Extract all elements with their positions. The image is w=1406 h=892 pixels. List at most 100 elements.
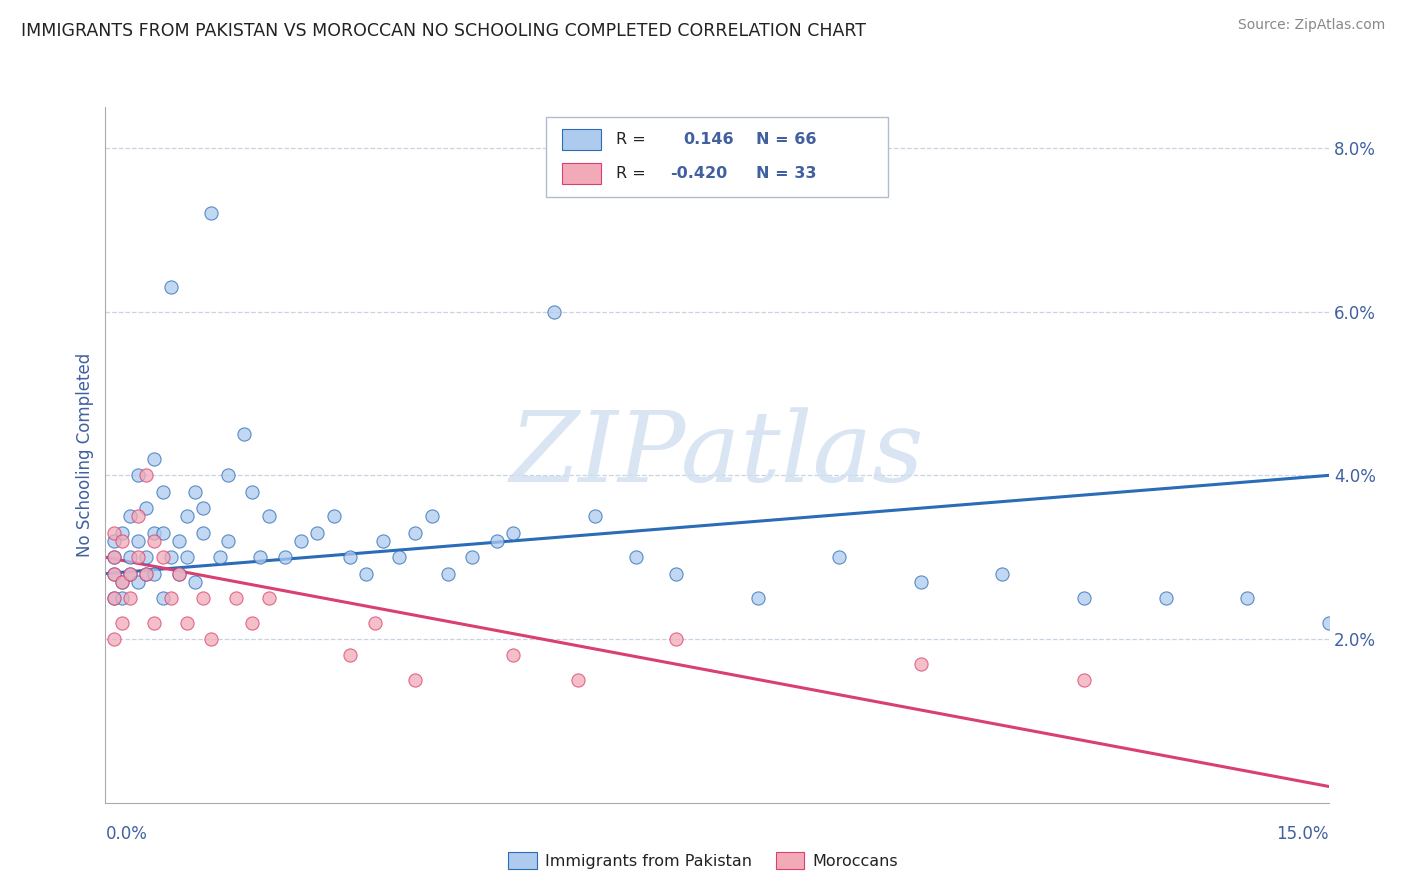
Point: [991, 566, 1014, 581]
Point: [1236, 591, 1258, 606]
Text: 0.146: 0.146: [683, 132, 734, 147]
Point: [111, 533, 134, 548]
Point: [103, 550, 125, 565]
Point: [371, 533, 394, 548]
Text: -0.420: -0.420: [671, 166, 728, 181]
Point: [143, 533, 166, 548]
Point: [127, 550, 149, 565]
Point: [461, 550, 484, 565]
Point: [1317, 615, 1340, 630]
Text: N = 66: N = 66: [756, 132, 817, 147]
Point: [388, 550, 411, 565]
Point: [176, 615, 198, 630]
Point: [567, 673, 589, 687]
Point: [118, 566, 141, 581]
Point: [502, 525, 524, 540]
Y-axis label: No Schooling Completed: No Schooling Completed: [76, 353, 94, 557]
Text: Source: ZipAtlas.com: Source: ZipAtlas.com: [1237, 18, 1385, 32]
Text: N = 33: N = 33: [756, 166, 817, 181]
Text: R =: R =: [616, 132, 651, 147]
Legend: Immigrants from Pakistan, Moroccans: Immigrants from Pakistan, Moroccans: [502, 846, 904, 875]
Point: [404, 525, 426, 540]
Point: [143, 615, 166, 630]
Point: [665, 632, 688, 646]
Point: [747, 591, 769, 606]
Point: [339, 550, 361, 565]
Point: [135, 468, 157, 483]
Point: [356, 566, 378, 581]
Point: [118, 566, 141, 581]
Point: [1154, 591, 1177, 606]
Point: [118, 550, 141, 565]
Point: [143, 452, 166, 467]
Point: [217, 533, 239, 548]
Point: [217, 468, 239, 483]
Point: [225, 591, 247, 606]
Point: [143, 525, 166, 540]
FancyBboxPatch shape: [546, 118, 889, 197]
Point: [339, 648, 361, 663]
Point: [167, 566, 190, 581]
Point: [233, 427, 256, 442]
Point: [159, 550, 181, 565]
Point: [249, 550, 271, 565]
Bar: [562, 129, 600, 150]
Point: [200, 632, 222, 646]
Point: [184, 484, 207, 499]
Point: [143, 566, 166, 581]
Point: [307, 525, 329, 540]
Point: [118, 591, 141, 606]
Point: [103, 566, 125, 581]
Point: [322, 509, 344, 524]
Point: [910, 574, 932, 589]
Point: [159, 591, 181, 606]
Point: [290, 533, 312, 548]
Point: [111, 574, 134, 589]
Text: ZIPatlas: ZIPatlas: [510, 408, 924, 502]
Point: [135, 550, 157, 565]
Point: [176, 550, 198, 565]
Point: [167, 566, 190, 581]
Point: [127, 509, 149, 524]
Point: [111, 615, 134, 630]
Point: [1073, 591, 1095, 606]
Point: [127, 468, 149, 483]
Point: [184, 574, 207, 589]
Point: [103, 566, 125, 581]
Point: [135, 501, 157, 516]
Point: [665, 566, 688, 581]
Text: 15.0%: 15.0%: [1277, 825, 1329, 843]
Point: [111, 591, 134, 606]
Point: [420, 509, 443, 524]
Point: [257, 591, 280, 606]
Point: [502, 648, 524, 663]
Point: [193, 525, 215, 540]
Point: [167, 533, 190, 548]
Point: [910, 657, 932, 671]
Point: [543, 304, 565, 318]
Point: [103, 591, 125, 606]
Point: [152, 484, 174, 499]
Point: [152, 591, 174, 606]
Point: [135, 566, 157, 581]
Point: [240, 484, 263, 499]
Point: [118, 509, 141, 524]
Point: [193, 501, 215, 516]
Point: [176, 509, 198, 524]
Point: [103, 533, 125, 548]
Point: [1073, 673, 1095, 687]
Point: [152, 550, 174, 565]
Point: [257, 509, 280, 524]
Point: [828, 550, 851, 565]
Text: 0.0%: 0.0%: [105, 825, 148, 843]
Text: IMMIGRANTS FROM PAKISTAN VS MOROCCAN NO SCHOOLING COMPLETED CORRELATION CHART: IMMIGRANTS FROM PAKISTAN VS MOROCCAN NO …: [21, 22, 866, 40]
Point: [103, 525, 125, 540]
Point: [111, 525, 134, 540]
Point: [437, 566, 460, 581]
Point: [103, 591, 125, 606]
Point: [363, 615, 385, 630]
Point: [135, 566, 157, 581]
Point: [485, 533, 508, 548]
Point: [624, 550, 647, 565]
Point: [111, 574, 134, 589]
